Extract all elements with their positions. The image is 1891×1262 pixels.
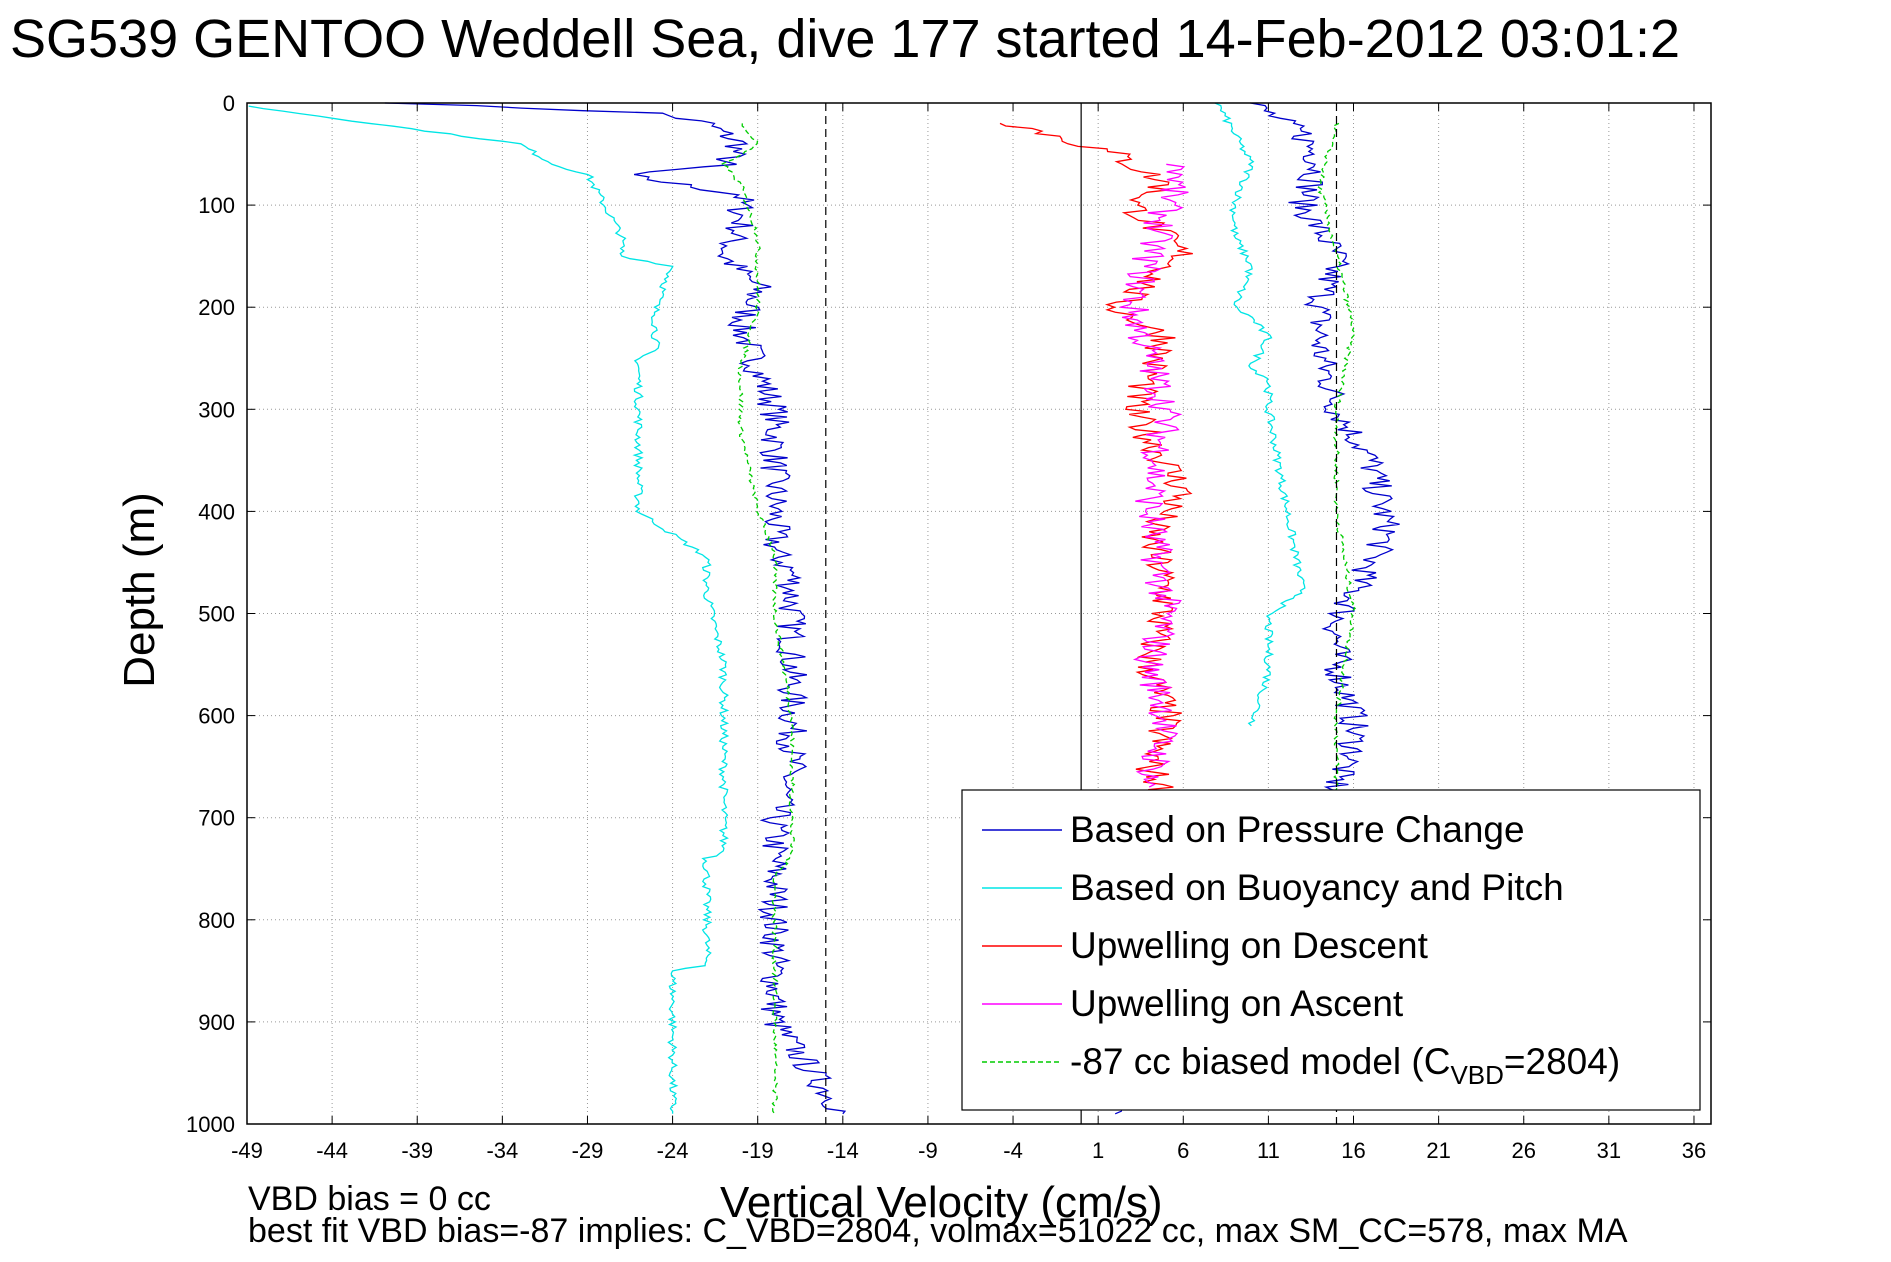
legend-label: Upwelling on Ascent bbox=[1070, 983, 1404, 1024]
series-line-model_descent bbox=[720, 123, 796, 1115]
legend-label: Based on Pressure Change bbox=[1070, 809, 1525, 850]
legend-label: Based on Buoyancy and Pitch bbox=[1070, 867, 1564, 908]
plot-frame bbox=[246, 102, 1712, 1125]
series-line-buoyancy_descent bbox=[248, 105, 730, 1114]
x-tick-label: -24 bbox=[657, 1138, 689, 1163]
x-tick-label: -39 bbox=[401, 1138, 433, 1163]
series-line-upwelling_descent bbox=[999, 122, 1193, 798]
x-tick-label: -34 bbox=[486, 1138, 518, 1163]
y-tick-label: 500 bbox=[198, 602, 235, 627]
axes: -49 -44 -39 -34 -29 -24 -19 -14 -9 -4 1 6 11 16 21 26 31… bbox=[186, 91, 1712, 1163]
x-tick-label: 26 bbox=[1512, 1138, 1536, 1163]
x-axis-label: Vertical Velocity (cm/s) bbox=[720, 1178, 1163, 1227]
y-axis-label: Depth (m) bbox=[115, 492, 164, 688]
x-tick-label: 1 bbox=[1092, 1138, 1104, 1163]
y-tick-label: 400 bbox=[198, 499, 235, 524]
legend-label: -87 cc biased model (CVBD=2804) bbox=[1070, 1041, 1620, 1090]
y-tick-label: 900 bbox=[198, 1010, 235, 1035]
x-tick-label: -49 bbox=[231, 1138, 263, 1163]
y-tick-label: 200 bbox=[198, 295, 235, 320]
y-tick-label: 700 bbox=[198, 806, 235, 831]
x-tick-label: -29 bbox=[572, 1138, 604, 1163]
y-tick-label: 1000 bbox=[186, 1112, 235, 1137]
series-line-pressure_descent bbox=[384, 102, 847, 1115]
series-lines bbox=[248, 102, 1400, 1115]
series-line-model_ascent bbox=[1317, 122, 1357, 798]
x-tick-label: -9 bbox=[918, 1138, 938, 1163]
x-tick-label: -14 bbox=[827, 1138, 859, 1163]
x-tick-label: 21 bbox=[1426, 1138, 1450, 1163]
series-line-upwelling_ascent bbox=[1120, 163, 1189, 788]
legend-label: Upwelling on Descent bbox=[1070, 925, 1429, 966]
y-tick-label: 100 bbox=[198, 193, 235, 218]
best-fit-note: best fit VBD bias=-87 implies: C_VBD=280… bbox=[248, 1212, 1628, 1250]
y-tick-label: 600 bbox=[198, 704, 235, 729]
y-tick-label: 0 bbox=[223, 91, 235, 116]
series-line-buoyancy_ascent bbox=[1214, 102, 1306, 727]
legend: Based on Pressure Change Based on Buoyanc… bbox=[961, 789, 1701, 1111]
x-tick-label: -19 bbox=[742, 1138, 774, 1163]
x-tick-label: -4 bbox=[1003, 1138, 1023, 1163]
y-tick-label: 800 bbox=[198, 908, 235, 933]
x-tick-label: 11 bbox=[1257, 1138, 1280, 1163]
x-tick-label: 31 bbox=[1597, 1138, 1621, 1163]
chart-title: SG539 GENTOO Weddell Sea, dive 177 start… bbox=[10, 9, 1680, 69]
x-tick-label: 36 bbox=[1682, 1138, 1706, 1163]
x-tick-label: -44 bbox=[316, 1138, 348, 1163]
y-tick-label: 300 bbox=[198, 397, 235, 422]
x-tick-label: 6 bbox=[1177, 1138, 1189, 1163]
vbd-bias-note: VBD bias = 0 cc bbox=[248, 1180, 491, 1218]
x-tick-label: 16 bbox=[1341, 1138, 1365, 1163]
legend-box bbox=[961, 789, 1701, 1111]
